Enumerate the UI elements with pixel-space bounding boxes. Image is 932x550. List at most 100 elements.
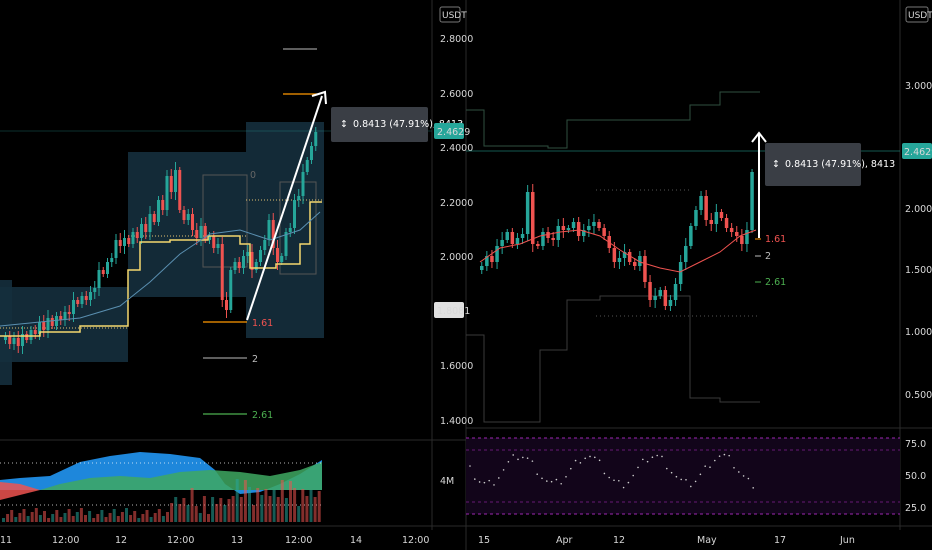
left-tick-1: 2.6000	[440, 89, 473, 100]
candle-body	[515, 238, 520, 244]
right-chart-panel[interactable]: ↕ 0.8413 (47.91%), 8413 1.61 2 2.61 USDT…	[466, 0, 932, 546]
rsi-point	[584, 457, 586, 460]
volume-bar	[43, 511, 46, 522]
candle-body	[225, 300, 228, 310]
volume-bar	[18, 513, 22, 522]
left-time-1: 12:00	[52, 535, 79, 546]
candle-body	[310, 146, 313, 160]
measure-arrowhead	[311, 90, 327, 105]
rsi-point	[594, 456, 596, 459]
candle-body	[63, 312, 67, 320]
candle-body	[89, 292, 92, 300]
candle-body	[750, 172, 754, 230]
candle-body	[123, 238, 126, 246]
volume-bar	[178, 504, 182, 522]
rsi-point	[738, 471, 740, 473]
rsi-point	[733, 466, 735, 469]
rsi-point	[546, 480, 548, 482]
candle-body	[576, 222, 581, 236]
candle-body	[541, 232, 545, 246]
candle-body	[729, 228, 734, 232]
rsi-point	[718, 455, 721, 457]
volume-bar	[289, 481, 292, 522]
rsi-point	[666, 467, 668, 470]
step-line	[0, 201, 322, 337]
rsi-point	[507, 461, 510, 463]
volume-bar	[293, 488, 297, 522]
volume-bar	[30, 512, 34, 522]
lower-channel	[466, 295, 760, 423]
candle-body	[709, 220, 713, 224]
volume-bar	[235, 479, 239, 522]
rsi-point	[651, 456, 654, 459]
rsi-point	[603, 472, 606, 475]
left-price-axis: USDT 2.8000 2.6000 2.4000 2.2000 2.0000 …	[434, 6, 473, 487]
candle-body	[131, 232, 135, 244]
right-measure-label-box	[765, 143, 861, 186]
right-currency: USDT	[908, 11, 932, 21]
candle-body	[602, 228, 606, 236]
candle-body	[110, 258, 114, 262]
volume-bar	[243, 480, 247, 522]
candle-body	[684, 246, 688, 262]
rsi-point	[541, 477, 543, 480]
candle-body	[233, 262, 237, 270]
candle-body	[745, 230, 749, 244]
rsi-point	[661, 455, 663, 458]
candle-body	[76, 300, 80, 304]
rsi-point	[704, 465, 706, 467]
candle-body	[495, 246, 499, 262]
rsi-point	[642, 458, 644, 461]
right-time-1: Apr	[556, 535, 573, 546]
candle-body	[699, 196, 703, 210]
candle-body	[694, 210, 698, 226]
upper-channel	[466, 91, 760, 149]
rsi-point	[555, 478, 558, 481]
volume-bar	[260, 495, 264, 522]
rsi-tick-0: 75.0	[905, 439, 926, 450]
left-currency-badge	[439, 6, 461, 23]
candle-body	[203, 226, 207, 240]
volume-bar	[145, 510, 149, 522]
left-tick-6: 1.6000	[440, 361, 473, 372]
rsi-point	[728, 454, 730, 457]
rsi-point	[560, 482, 562, 485]
candle-body	[106, 262, 109, 274]
ma-curve	[0, 211, 321, 327]
right-time-5: Jun	[839, 535, 855, 546]
volume-bar	[198, 513, 202, 522]
candle-body	[525, 192, 530, 234]
volume-bar	[272, 490, 276, 522]
left-zone-1	[0, 287, 128, 362]
rsi-point	[574, 459, 577, 462]
candle-body	[627, 252, 632, 262]
candle-body	[571, 222, 576, 228]
candle-body	[140, 224, 143, 238]
volume-bar	[276, 497, 280, 522]
rsi-point	[656, 454, 658, 457]
volume-bar	[2, 518, 5, 522]
left-last-price-badge	[434, 123, 464, 139]
right-measure-label-text: 0.8413 (47.91%), 8413	[785, 159, 895, 170]
volume-bar	[92, 518, 96, 522]
candle-body	[50, 318, 54, 326]
left-chart-panel[interactable]: 1.61 2 2.61 0 ↕ 0.8413 (47.91%), 8413 US…	[0, 0, 473, 546]
volume-bar	[190, 488, 194, 522]
candle-body	[633, 262, 637, 266]
volume-bar	[153, 513, 157, 522]
volume-bar	[120, 512, 124, 522]
rsi-point	[498, 477, 500, 479]
rsi-tick-1: 50.0	[905, 471, 926, 482]
candle-body	[242, 256, 245, 268]
volume-bar	[280, 480, 284, 522]
volume-bar	[125, 508, 128, 522]
candle-body	[653, 296, 657, 300]
candle-body	[254, 262, 258, 270]
candle-body	[587, 226, 591, 230]
rsi-point	[469, 465, 471, 467]
measure-icon: ↕	[340, 119, 348, 130]
candle-body	[520, 234, 525, 238]
candle-body	[114, 240, 118, 258]
candle-body	[67, 312, 71, 314]
